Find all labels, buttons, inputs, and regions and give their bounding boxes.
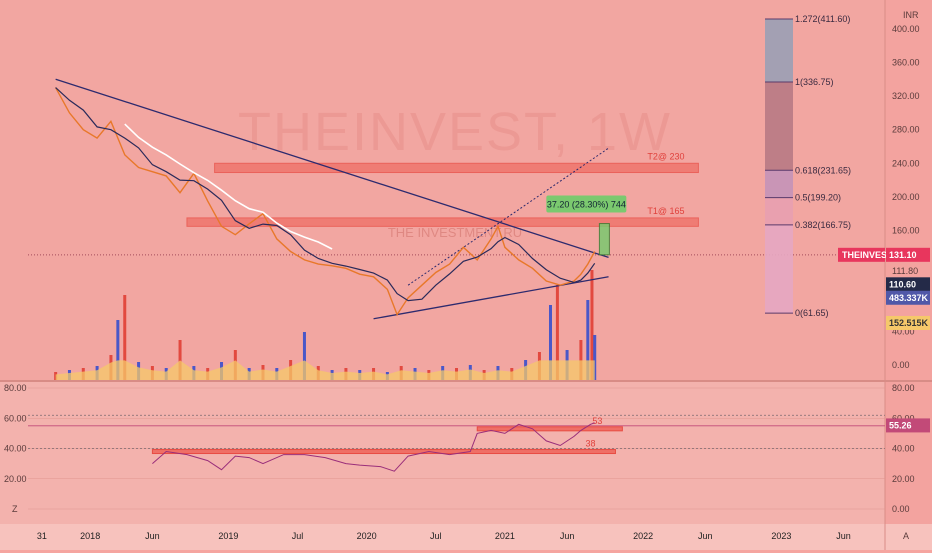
date-axis-tick: Jun	[145, 531, 160, 541]
volume-bar	[123, 295, 127, 380]
indicator-axis-tick: 60.00	[892, 413, 915, 423]
date-axis-tick: 2021	[495, 531, 515, 541]
indicator-axis-tick: 80.00	[892, 383, 915, 393]
price-tag-value: 483.337K	[889, 293, 929, 303]
measure-range	[598, 223, 610, 256]
price-axis-tick: 160.00	[892, 226, 920, 236]
resistance-trendline	[55, 78, 609, 259]
indicator-level-box	[476, 426, 623, 432]
volume-bar	[548, 305, 552, 380]
pane-divider	[0, 380, 932, 382]
target-zone-label: T2@ 230	[647, 151, 684, 161]
price-tag-value: 110.60	[889, 279, 916, 289]
date-axis-tick: Jun	[698, 531, 713, 541]
indicator-value-tag-bg	[886, 418, 930, 433]
indicator-axis-tick: 20.00	[892, 474, 915, 484]
indicator-left-tick: 60.00	[4, 413, 27, 423]
date-axis-tick: 31	[37, 531, 47, 541]
indicator-level-label: 53	[592, 416, 602, 426]
price-axis-tick: 200.00	[892, 192, 920, 202]
volume-bar	[579, 340, 583, 380]
price-axis-tick: 0.00	[892, 360, 910, 370]
date-axis-tick: Jun	[560, 531, 575, 541]
fib-level-label: 0(61.65)	[795, 308, 829, 318]
volume-bar	[586, 300, 590, 380]
target-zone-label: T1@ 165	[647, 206, 684, 216]
moving-average-long	[124, 123, 333, 250]
volume-bar	[593, 335, 597, 380]
volume-ma-area	[55, 360, 595, 380]
indicator-left-tick: 40.00	[4, 444, 27, 454]
measure-label-bg	[546, 195, 627, 213]
fib-level-label: 0.382(166.75)	[795, 220, 851, 230]
projection-line	[407, 147, 609, 286]
fib-band	[765, 81, 793, 171]
price-axis-tick: 360.00	[892, 57, 920, 67]
target-zone	[186, 217, 699, 227]
date-axis-bg	[0, 524, 932, 550]
fib-band	[765, 19, 793, 82]
fib-band	[765, 170, 793, 198]
price-axis-tick: 240.00	[892, 158, 920, 168]
price-tag-symbol: THEINVEST	[842, 250, 893, 260]
indicator-axis-tick: 0.00	[892, 504, 910, 514]
site-watermark: THE INVESTMENT.RU	[388, 225, 522, 240]
volume-bar	[555, 285, 559, 380]
indicator-axis-tick: 40.00	[892, 444, 915, 454]
indicator-left-tick: 20.00	[4, 474, 27, 484]
volume-bar	[116, 320, 120, 380]
price-tag-bg	[886, 277, 930, 292]
fib-level-label: 0.618(231.65)	[795, 165, 851, 175]
volume-bar	[590, 270, 594, 380]
price-tag-value: 131.10	[889, 250, 917, 260]
moving-average-short	[55, 87, 596, 302]
measure-label: 37.20 (28.30%) 744	[547, 200, 626, 210]
date-axis-tick: 2018	[80, 531, 100, 541]
currency-label: INR	[903, 10, 919, 20]
fib-band	[765, 197, 793, 225]
corner-label: Z	[12, 504, 18, 514]
target-zone	[214, 162, 699, 174]
price-tag-bg	[886, 315, 930, 330]
volume-bar	[178, 340, 182, 380]
date-axis-tick: 2020	[357, 531, 377, 541]
price-axis-tick: 400.00	[892, 24, 920, 34]
indicator-level-label: 38	[585, 439, 595, 449]
corner-right-label: A	[903, 531, 909, 541]
price-tag-value: 152.515K	[889, 318, 929, 328]
price-axis-tick: 320.00	[892, 91, 920, 101]
date-axis-tick: 2022	[633, 531, 653, 541]
date-axis-tick: 2019	[218, 531, 238, 541]
price-tag-bg	[886, 290, 930, 305]
price-tag-symbol-bg	[838, 247, 885, 262]
fib-band	[765, 224, 793, 314]
indicator-level-box	[151, 449, 616, 455]
price-axis-tick: 280.00	[892, 125, 920, 135]
support-trendline	[373, 276, 609, 320]
fib-level-label: 1(336.75)	[795, 77, 834, 87]
volume-bar	[302, 332, 306, 380]
indicator-series-line	[152, 422, 595, 472]
main-pane-bg	[0, 0, 885, 380]
indicator-value-tag: 55.26	[889, 420, 912, 430]
symbol-watermark: THEINVEST, 1W	[238, 102, 672, 162]
date-axis-tick: 2023	[771, 531, 791, 541]
indicator-left-tick: 80.00	[4, 383, 27, 393]
price-tag-bg	[886, 247, 930, 262]
date-axis-tick: Jul	[430, 531, 442, 541]
fib-level-label: 1.272(411.60)	[795, 14, 850, 24]
date-axis-tick: Jun	[836, 531, 851, 541]
date-axis-tick: Jul	[292, 531, 304, 541]
price-axis-tick: 40.00	[892, 326, 915, 336]
price-series-line	[54, 87, 596, 317]
fib-level-label: 0.5(199.20)	[795, 193, 841, 203]
price-axis-tick: 111.80	[892, 266, 918, 276]
